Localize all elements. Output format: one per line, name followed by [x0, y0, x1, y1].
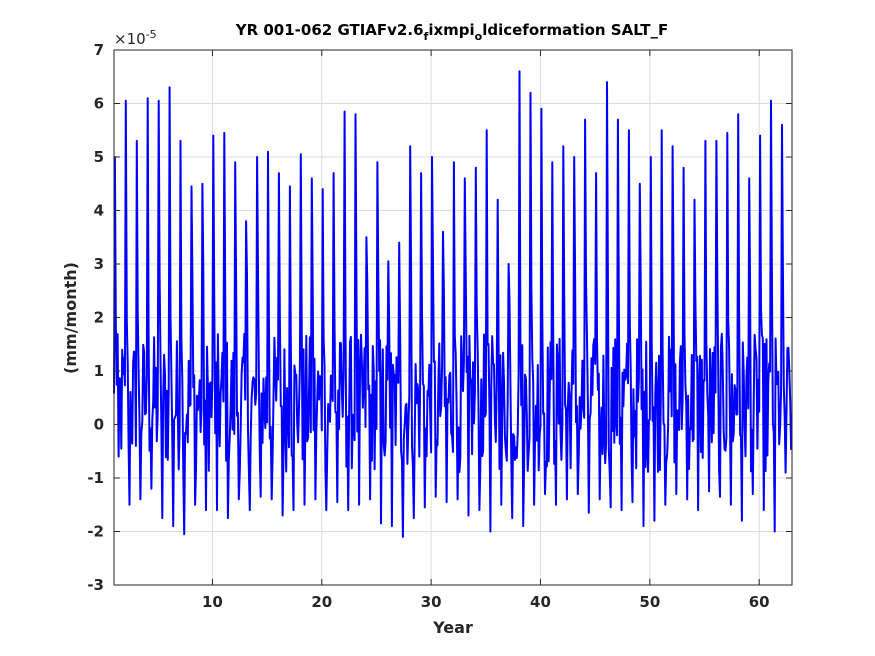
- title-subscript-2: o: [475, 30, 483, 43]
- y-tick-label: -3: [87, 576, 104, 594]
- y-tick-label: 3: [94, 255, 104, 273]
- data-series: [113, 70, 793, 538]
- title-subscript-1: f: [424, 30, 429, 43]
- series-line: [113, 70, 793, 538]
- y-exponent-label: ×10-5: [114, 28, 157, 48]
- x-tick-label: 30: [421, 593, 442, 611]
- x-tick-label: 20: [311, 593, 332, 611]
- y-exponent-power: -5: [146, 28, 157, 41]
- x-tick-label: 40: [530, 593, 551, 611]
- title-part-2: ixmpi: [428, 21, 474, 39]
- x-tick-label: 50: [639, 593, 660, 611]
- x-tick-labels: 10 20 30 40 50 60: [202, 593, 770, 611]
- x-tick-label: 60: [749, 593, 770, 611]
- y-axis-label: (mm/month): [61, 262, 80, 374]
- y-tick-labels: -3 -2 -1 0 1 2 3 4 5 6 7: [87, 41, 104, 594]
- y-tick-label: 7: [94, 41, 104, 59]
- title-part-1: YR 001-062 GTIAFv2.6: [235, 21, 424, 39]
- x-axis-label: Year: [432, 618, 473, 637]
- y-tick-label: 2: [94, 309, 104, 327]
- y-exponent-base: ×10: [114, 30, 146, 48]
- y-tick-label: 1: [94, 362, 104, 380]
- axis-ticks: [114, 49, 792, 586]
- y-tick-label: -2: [87, 523, 104, 541]
- y-tick-label: 5: [94, 148, 104, 166]
- y-tick-label: 0: [94, 416, 104, 434]
- x-tick-label: 10: [202, 593, 223, 611]
- y-tick-label: 4: [94, 202, 104, 220]
- y-tick-label: 6: [94, 95, 104, 113]
- chart-title: YR 001-062 GTIAFv2.6fixmpioldiceformatio…: [235, 21, 669, 43]
- title-part-3: ldiceformation SALT_F: [482, 21, 668, 39]
- y-tick-label: -1: [87, 469, 104, 487]
